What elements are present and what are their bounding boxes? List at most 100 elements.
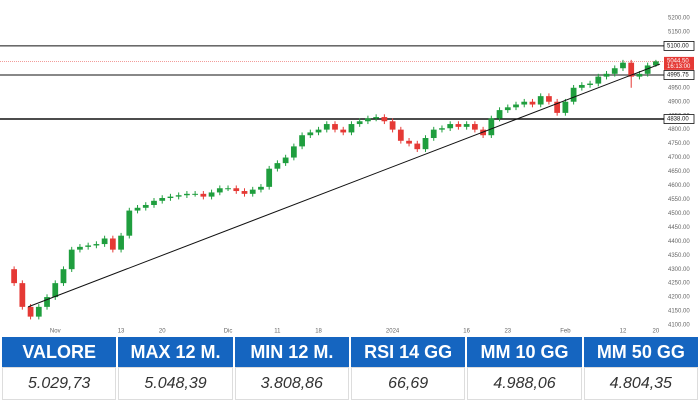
y-tick-label: 4550.00 (668, 197, 690, 203)
candle-body (307, 132, 314, 136)
value-cell: 5.029,73 (2, 367, 117, 400)
header-cell: MM 50 GG (583, 337, 698, 368)
candle-body (447, 124, 454, 129)
value-cell: 5.048,39 (118, 367, 233, 400)
x-tick-label: 16 (463, 329, 470, 335)
y-tick-label: 4900.00 (668, 99, 690, 105)
candle-body (126, 210, 133, 236)
x-tick-label: 20 (653, 329, 660, 335)
x-tick-label: 12 (620, 329, 627, 335)
candle-body (192, 193, 199, 195)
header-cell: MAX 12 M. (118, 337, 233, 368)
x-tick-label: 11 (274, 329, 281, 335)
header-cell: RSI 14 GG (350, 337, 466, 368)
y-tick-label: 4700.00 (668, 155, 690, 161)
candle-body (422, 138, 429, 150)
candle-body (636, 73, 643, 77)
y-tick-label: 4250.00 (668, 281, 690, 287)
candle-body (603, 73, 610, 77)
y-tick-label: 4150.00 (668, 309, 690, 315)
candle-body (628, 62, 635, 77)
y-tick-label: 4750.00 (668, 141, 690, 147)
value-row: 5.029,73 5.048,39 3.808,86 66,69 4.988,06 4.8… (2, 367, 698, 400)
y-tick-label: 4200.00 (668, 295, 690, 301)
y-tick-label: 4450.00 (668, 225, 690, 231)
value-cell: 3.808,86 (234, 367, 349, 400)
candle-body (60, 269, 67, 284)
candle-body (504, 107, 511, 111)
candle-body (463, 124, 470, 127)
y-tick-label: 4300.00 (668, 267, 690, 273)
candle-body (587, 83, 593, 85)
candle-body (19, 283, 26, 307)
candle-body (340, 129, 347, 133)
chart: 4100.00 4150.00 4200.00 4250.00 4300.00 4350.… (0, 16, 695, 335)
stats-table: VALORE MAX 12 M. MIN 12 M. RSI 14 GG MM 10 G… (0, 337, 700, 400)
x-tick-label: Nov (50, 329, 61, 335)
header-row: VALORE MAX 12 M. MIN 12 M. RSI 14 GG MM 10 G… (2, 337, 698, 368)
candle-body (315, 129, 322, 133)
candle-body (258, 186, 264, 190)
candle-body (241, 191, 248, 194)
candle-body (175, 195, 182, 197)
candle-body (496, 110, 503, 119)
countdown: 16:13:00 (667, 64, 691, 70)
x-tick-label: 23 (504, 329, 511, 335)
candle-body (595, 76, 602, 84)
candle-body (529, 101, 536, 105)
candle-body (77, 246, 83, 250)
candle-body (562, 101, 569, 113)
candle-body (356, 121, 363, 125)
candle-body (208, 192, 215, 197)
candle-body (274, 163, 281, 169)
level-label: 5100.00 (667, 43, 689, 49)
candle-body (35, 306, 42, 317)
x-tick-label: 20 (159, 329, 166, 335)
candle-body (389, 121, 396, 130)
candle-body (134, 207, 141, 211)
candle-body (430, 129, 437, 139)
y-tick-label: 4650.00 (668, 169, 690, 175)
candle-body (578, 84, 585, 88)
header-cell: MM 10 GG (467, 337, 582, 368)
candle-body (167, 196, 174, 199)
candle-body (184, 193, 190, 196)
candle-body (414, 143, 421, 150)
candle-body (299, 135, 305, 147)
candle-body (373, 117, 380, 119)
candle-body (11, 269, 17, 284)
x-tick-label: 18 (315, 329, 322, 335)
candle-body (439, 128, 445, 130)
value-cell: 4.988,06 (467, 367, 582, 400)
candle-body (471, 124, 478, 130)
x-tick-label: 13 (118, 329, 125, 335)
candle-body (554, 101, 561, 113)
level-box (663, 70, 695, 80)
candle-body (282, 157, 289, 164)
candle-body (44, 297, 50, 307)
price-label: 5044.50 (667, 58, 689, 64)
candle-body (101, 238, 108, 245)
trendline (27, 63, 661, 308)
y-tick-label: 4800.00 (668, 127, 690, 133)
y-tick-label: 4500.00 (668, 211, 690, 217)
candle-body (521, 101, 528, 105)
y-tick-label: 5200.00 (668, 16, 690, 22)
candle-body (151, 200, 157, 205)
header-cell: VALORE (2, 337, 117, 368)
price-box (664, 56, 694, 70)
candle-body (225, 188, 231, 190)
candle-body (118, 235, 124, 250)
candle-body (290, 146, 297, 158)
level-label: 4995.75 (667, 73, 689, 79)
candle-body (109, 238, 116, 250)
candle-body (537, 96, 544, 105)
y-tick-label: 4350.00 (668, 253, 690, 259)
candle-body (27, 306, 34, 317)
level-box (663, 41, 695, 51)
candle-body (68, 249, 75, 270)
y-tick-label: 4600.00 (668, 183, 690, 189)
candle-body (644, 65, 651, 74)
candle-body (323, 124, 330, 130)
candle-body (381, 117, 388, 122)
